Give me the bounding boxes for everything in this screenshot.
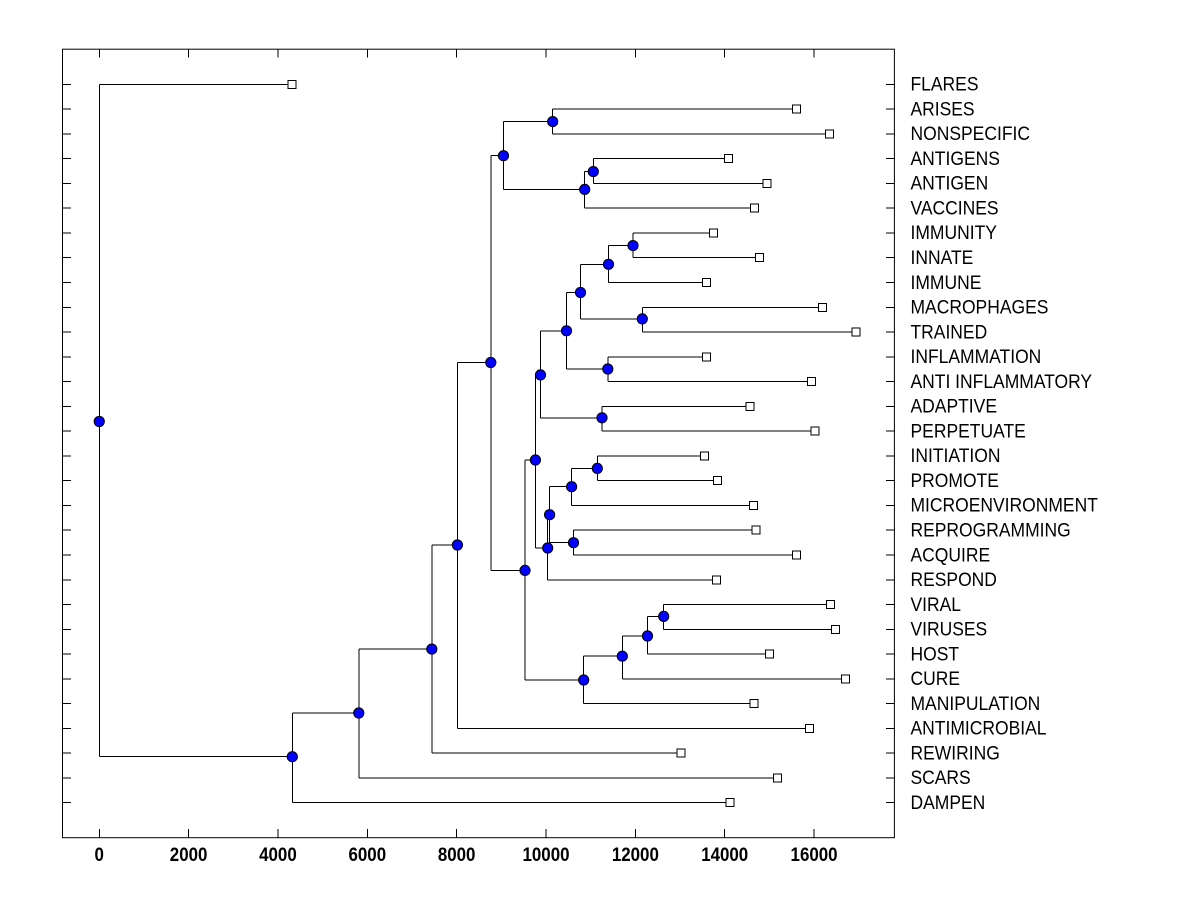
svg-text:VIRUSES: VIRUSES	[911, 620, 988, 641]
svg-text:MACROPHAGES: MACROPHAGES	[911, 298, 1049, 319]
svg-text:PERPETUATE: PERPETUATE	[911, 421, 1026, 442]
svg-text:IMMUNITY: IMMUNITY	[911, 223, 998, 244]
svg-text:INNATE: INNATE	[911, 248, 974, 269]
svg-text:DAMPEN: DAMPEN	[911, 793, 986, 814]
svg-text:MICROENVIRONMENT: MICROENVIRONMENT	[911, 496, 1099, 517]
svg-text:INITIATION: INITIATION	[911, 446, 1001, 467]
svg-text:FLARES: FLARES	[911, 75, 979, 96]
svg-text:0: 0	[95, 845, 104, 866]
svg-text:2000: 2000	[170, 845, 208, 866]
svg-text:VIRAL: VIRAL	[911, 595, 962, 616]
svg-text:ANTIGEN: ANTIGEN	[911, 174, 989, 195]
svg-text:10000: 10000	[523, 845, 570, 866]
svg-text:ANTIGENS: ANTIGENS	[911, 149, 1000, 170]
svg-text:CURE: CURE	[911, 669, 961, 690]
svg-text:HOST: HOST	[911, 644, 960, 665]
svg-text:MANIPULATION: MANIPULATION	[911, 694, 1041, 715]
svg-text:16000: 16000	[791, 845, 838, 866]
svg-text:ARISES: ARISES	[911, 99, 975, 120]
svg-text:NONSPECIFIC: NONSPECIFIC	[911, 124, 1031, 145]
svg-text:4000: 4000	[259, 845, 297, 866]
svg-text:ANTI INFLAMMATORY: ANTI INFLAMMATORY	[911, 372, 1093, 393]
svg-text:IMMUNE: IMMUNE	[911, 273, 982, 294]
svg-text:ANTIMICROBIAL: ANTIMICROBIAL	[911, 719, 1047, 740]
svg-text:INFLAMMATION: INFLAMMATION	[911, 347, 1042, 368]
svg-text:TRAINED: TRAINED	[911, 322, 988, 343]
svg-text:14000: 14000	[701, 845, 748, 866]
svg-text:REPROGRAMMING: REPROGRAMMING	[911, 521, 1071, 542]
svg-text:ADAPTIVE: ADAPTIVE	[911, 397, 998, 418]
svg-text:6000: 6000	[349, 845, 387, 866]
svg-text:SCARS: SCARS	[911, 768, 971, 789]
svg-text:12000: 12000	[612, 845, 659, 866]
svg-text:VACCINES: VACCINES	[911, 198, 999, 219]
svg-text:REWIRING: REWIRING	[911, 743, 1000, 764]
svg-text:RESPOND: RESPOND	[911, 570, 997, 591]
svg-text:8000: 8000	[438, 845, 476, 866]
svg-text:PROMOTE: PROMOTE	[911, 471, 999, 492]
svg-text:ACQUIRE: ACQUIRE	[911, 545, 991, 566]
